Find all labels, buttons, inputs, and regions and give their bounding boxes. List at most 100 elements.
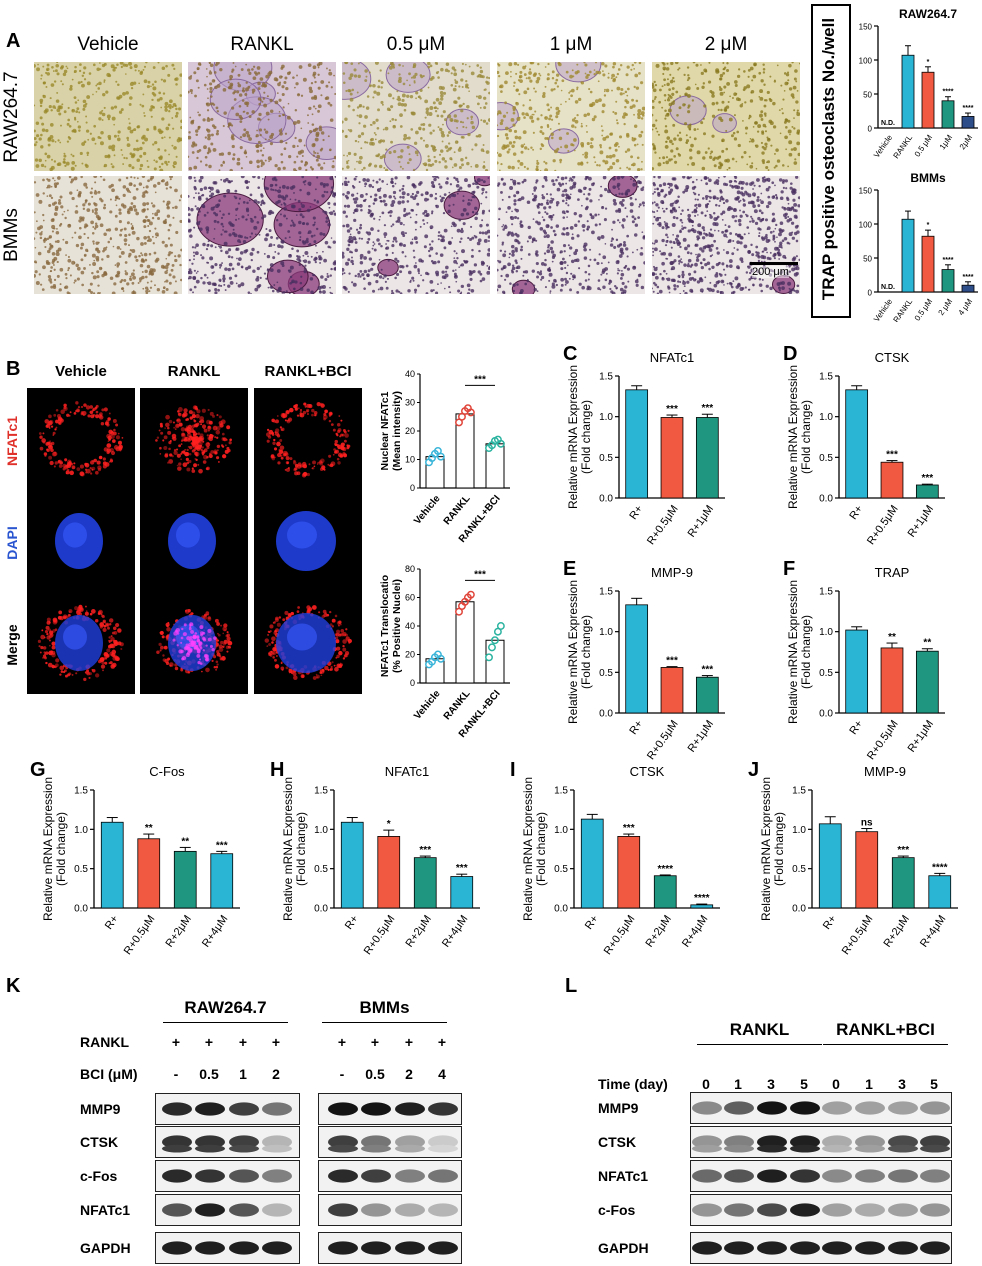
band bbox=[162, 1144, 192, 1153]
band bbox=[195, 1102, 225, 1116]
category-label: RANKL bbox=[442, 688, 473, 722]
y-axis-label-line: (Fold change) bbox=[534, 812, 548, 886]
blot-strip bbox=[318, 1126, 462, 1158]
band bbox=[428, 1102, 458, 1116]
band bbox=[195, 1169, 225, 1183]
y-axis-label-line: NFATc1 Translocatio bbox=[379, 575, 391, 677]
category-label: R+0.5μM bbox=[602, 913, 638, 957]
trap-ylabel-box bbox=[811, 4, 851, 318]
y-tick-label: 50 bbox=[863, 255, 872, 264]
panel-letter: C bbox=[563, 343, 577, 365]
significance-label: * bbox=[927, 59, 930, 66]
band bbox=[229, 1102, 259, 1116]
column-header: 2 μM bbox=[704, 34, 748, 55]
blot-bands bbox=[328, 1203, 458, 1217]
bar bbox=[617, 836, 641, 909]
y-tick-label: 1.0 bbox=[792, 825, 806, 836]
condition-label: Time (day) bbox=[598, 1076, 668, 1092]
bar bbox=[961, 284, 975, 293]
blot-bands bbox=[692, 1135, 950, 1153]
group-underline bbox=[697, 1044, 822, 1045]
band bbox=[229, 1169, 259, 1183]
band bbox=[822, 1101, 852, 1115]
y-tick-label: 0.0 bbox=[74, 904, 88, 915]
chart-title: RAW264.7 bbox=[899, 7, 957, 21]
panel-letter: D bbox=[783, 343, 797, 365]
band bbox=[328, 1203, 358, 1217]
significance-label: **** bbox=[657, 864, 673, 875]
blot-strip bbox=[690, 1194, 952, 1226]
blot-bands bbox=[328, 1135, 458, 1153]
condition-value: + bbox=[204, 1034, 214, 1050]
category-label: R+1μM bbox=[906, 718, 936, 754]
category-label: R+1μM bbox=[686, 503, 716, 539]
panel-letter: F bbox=[783, 558, 795, 580]
band bbox=[790, 1101, 820, 1115]
band bbox=[822, 1144, 852, 1153]
bar bbox=[928, 875, 952, 909]
bar bbox=[855, 831, 879, 909]
category-label: Vehicle bbox=[412, 688, 443, 722]
y-tick-label: 0.0 bbox=[599, 494, 613, 505]
confocal-image bbox=[140, 592, 248, 694]
significance-label: *** bbox=[623, 823, 635, 834]
y-axis-label-line: Relative mRNA Expression bbox=[786, 365, 800, 509]
chart-nuclear-nfatc1: 0 10 20 30 40 Nuclear NFATc1 (Mean intensity) V… bbox=[379, 369, 510, 545]
y-tick-label: 1.5 bbox=[819, 372, 833, 383]
condition-value: 5 bbox=[930, 1076, 938, 1092]
bar bbox=[915, 484, 939, 499]
significance-label: ** bbox=[145, 823, 153, 834]
band bbox=[822, 1241, 852, 1255]
blot-bands bbox=[328, 1241, 458, 1255]
band bbox=[757, 1203, 787, 1217]
bar bbox=[901, 218, 915, 293]
y-tick-label: 1.5 bbox=[819, 587, 833, 598]
y-tick-label: 0 bbox=[868, 289, 873, 298]
condition-value: + bbox=[271, 1034, 281, 1050]
y-tick-label: 60 bbox=[405, 593, 415, 603]
y-axis-label-line: Relative mRNA Expression bbox=[521, 777, 535, 921]
condition-value: + bbox=[404, 1034, 414, 1050]
protein-label: NFATc1 bbox=[598, 1168, 649, 1184]
condition-value: 0.5 bbox=[365, 1066, 385, 1082]
condition-label: RANKL bbox=[80, 1034, 129, 1050]
band bbox=[195, 1144, 225, 1153]
band bbox=[361, 1241, 391, 1255]
y-tick-label: 1.5 bbox=[599, 587, 613, 598]
category-label: 0.5 μM bbox=[913, 297, 935, 322]
band bbox=[262, 1203, 292, 1217]
y-tick-label: 0.5 bbox=[74, 864, 88, 875]
bar bbox=[891, 857, 915, 909]
data-point bbox=[488, 643, 496, 652]
significance-label: **** bbox=[932, 862, 948, 873]
micrograph bbox=[497, 62, 645, 171]
condition-value: 1 bbox=[734, 1076, 742, 1092]
band bbox=[328, 1241, 358, 1255]
y-axis-label-line: (% Positive Nuclei) bbox=[391, 579, 403, 673]
group-underline bbox=[322, 1022, 447, 1023]
bar bbox=[818, 823, 842, 909]
band bbox=[428, 1203, 458, 1217]
micrograph bbox=[34, 62, 182, 171]
scale-bar-label: 200 μm bbox=[752, 266, 789, 278]
band bbox=[395, 1144, 425, 1153]
band bbox=[888, 1169, 918, 1183]
category-label: R+0.5μM bbox=[362, 913, 398, 957]
condition-value: 3 bbox=[898, 1076, 906, 1092]
band bbox=[428, 1169, 458, 1183]
panel-letter: E bbox=[563, 558, 576, 580]
significance-label: ** bbox=[181, 836, 189, 847]
bar bbox=[921, 71, 935, 129]
y-axis-label: Relative mRNA Expression (Fold change) bbox=[281, 777, 308, 921]
row-label: BMMs bbox=[1, 208, 22, 262]
y-axis-label: Relative mRNA Expression (Fold change) bbox=[786, 365, 813, 509]
y-tick-label: 150 bbox=[859, 23, 873, 32]
category-label: 4 μM bbox=[957, 297, 975, 317]
chart-e-mmp9: MMP-9 E 0.0 0.5 1.0 1.5 Relative mRNA Expressi… bbox=[563, 558, 725, 762]
y-tick-label: 0.5 bbox=[554, 864, 568, 875]
chart-title: NFATc1 bbox=[385, 764, 430, 779]
protein-label: GAPDH bbox=[598, 1240, 649, 1256]
panel-b-letter: B bbox=[6, 358, 21, 380]
bar bbox=[941, 100, 955, 129]
